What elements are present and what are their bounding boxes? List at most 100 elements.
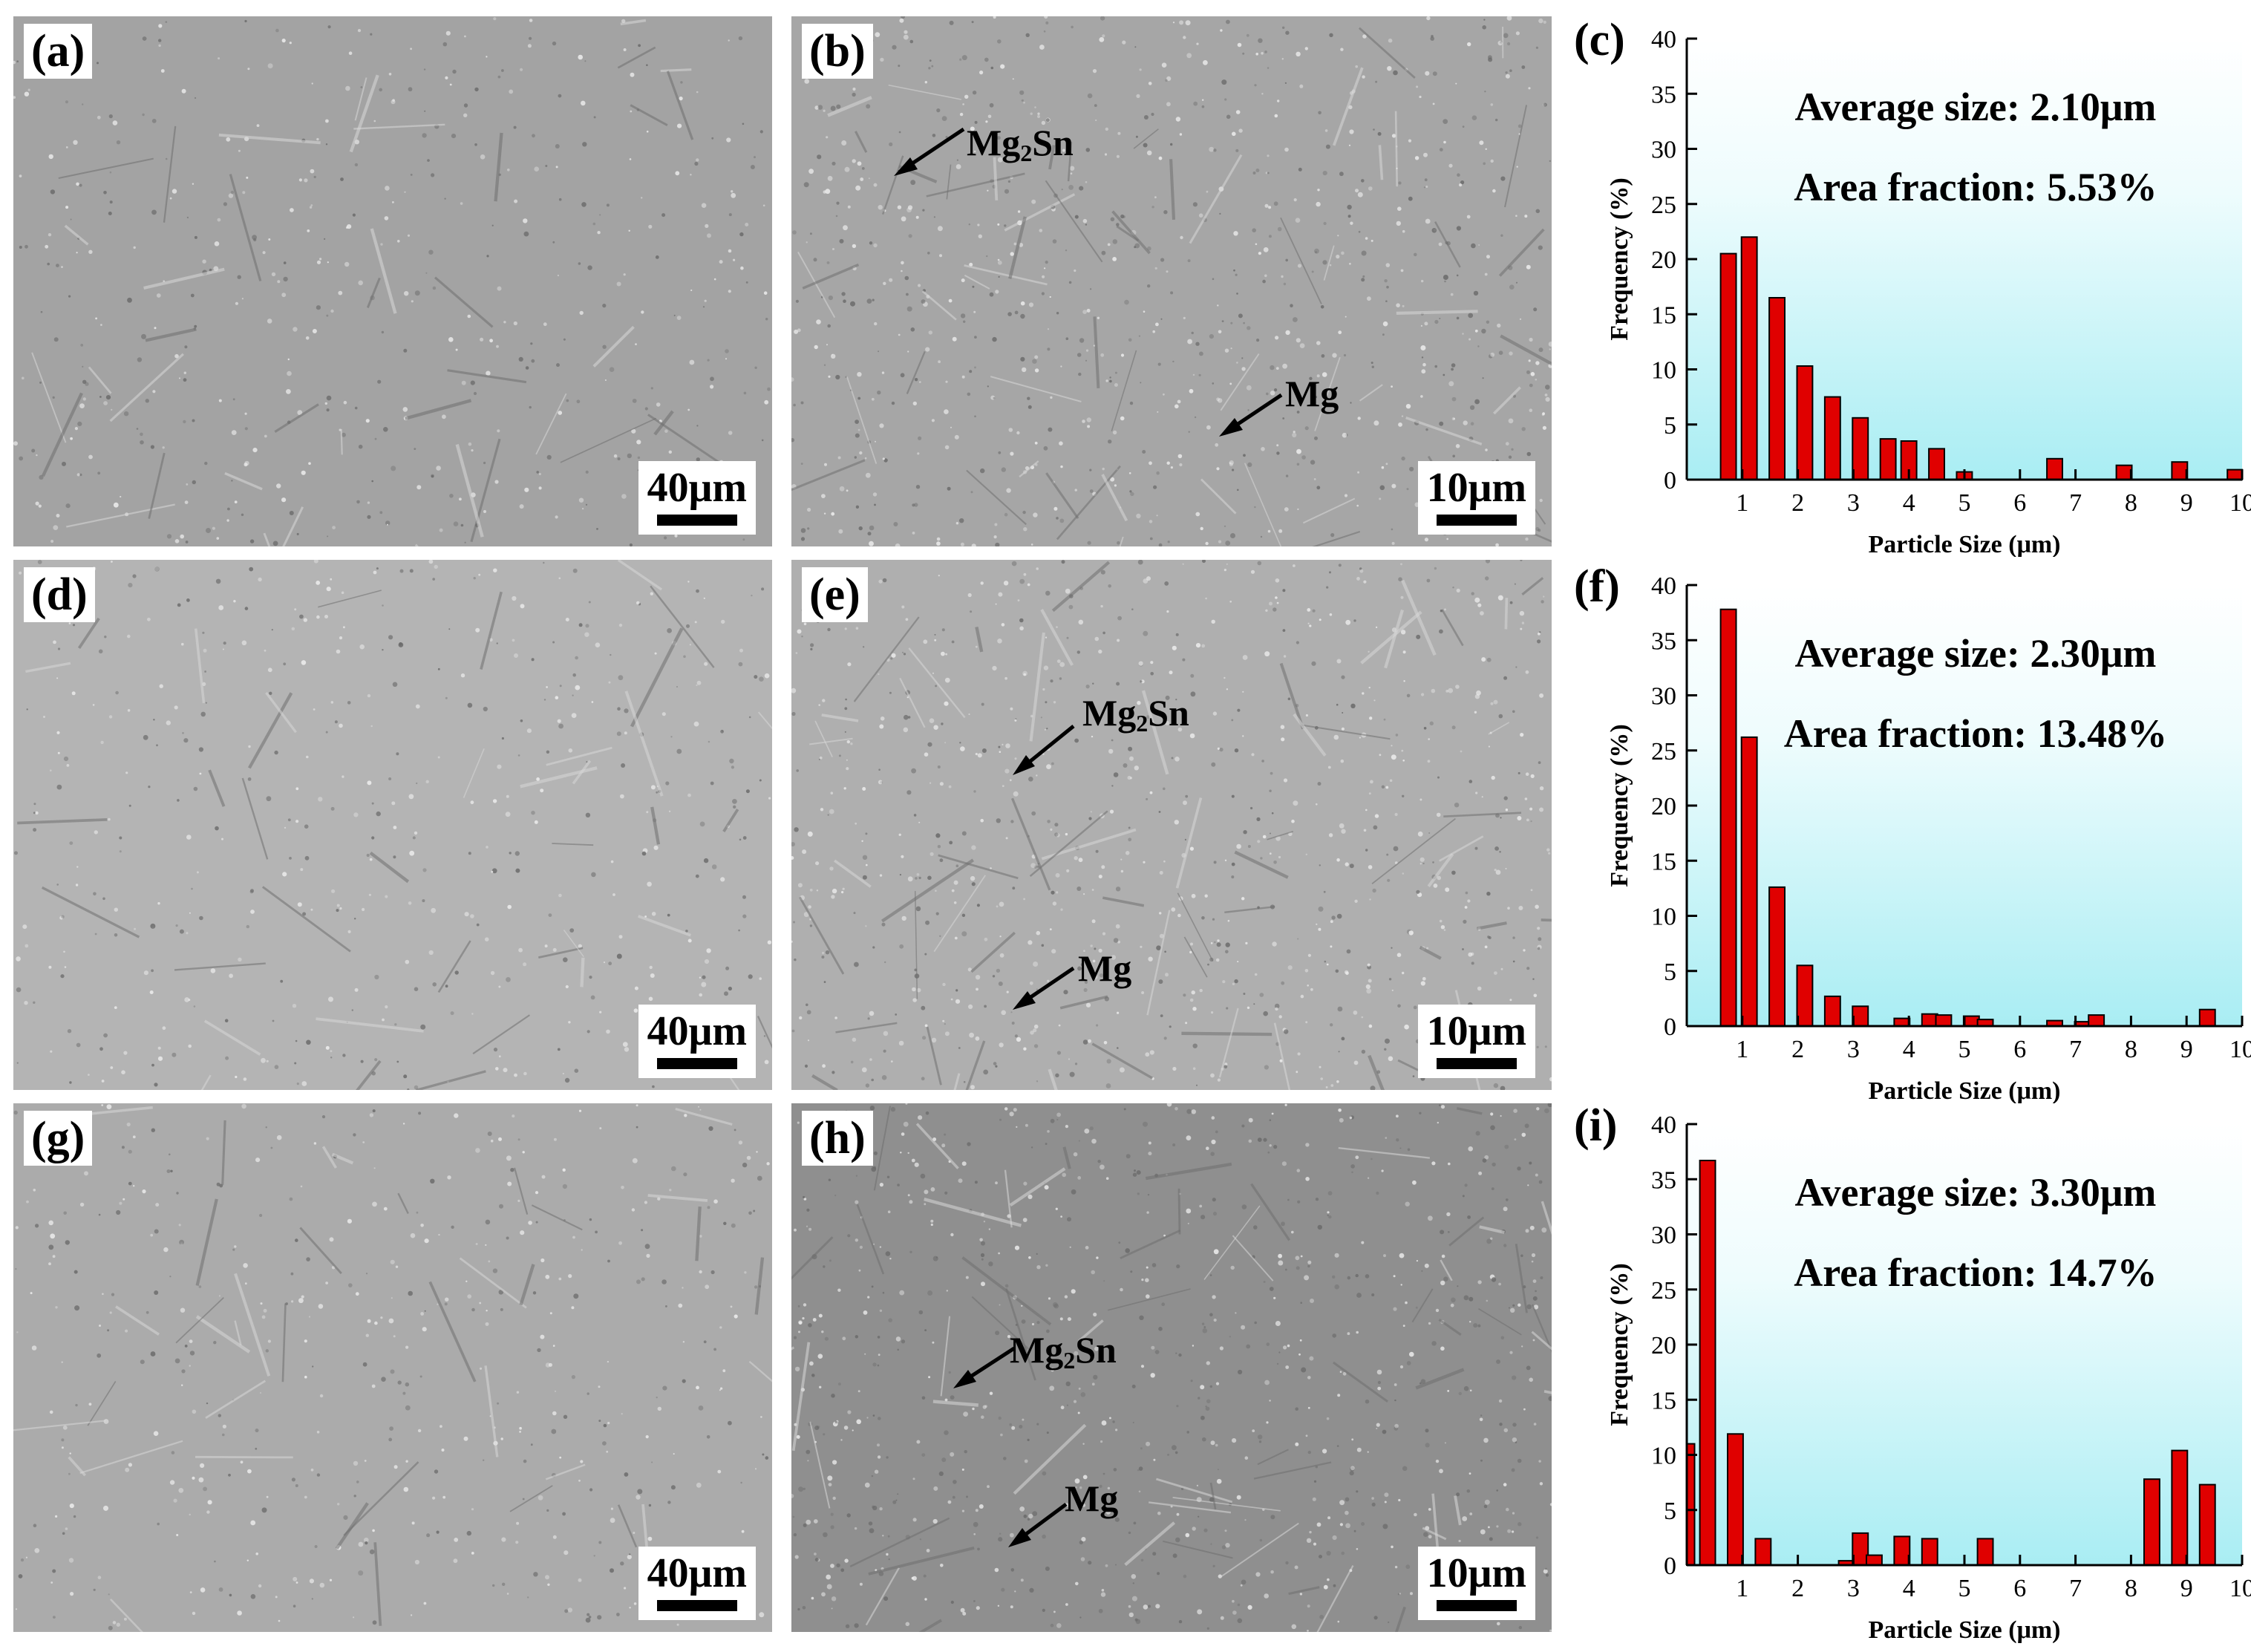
micrograph-h: (h) Mg2Sn Mg 10μm <box>791 1103 1552 1632</box>
histogram-bar <box>1852 1006 1868 1026</box>
y-axis-title: Frequency (%) <box>1606 724 1633 887</box>
histogram-bar <box>1894 1019 1909 1026</box>
x-tick-label: 5 <box>1958 1575 1971 1602</box>
scale-bar-line-d <box>657 1058 737 1069</box>
x-tick-label: 10 <box>2229 1575 2251 1602</box>
x-tick-label: 2 <box>1791 1575 1804 1602</box>
histogram-bar <box>1825 397 1840 480</box>
y-tick-label: 0 <box>1664 1553 1676 1580</box>
histogram-bar <box>1825 996 1840 1026</box>
histogram-bar <box>2172 1451 2187 1565</box>
y-tick-label: 10 <box>1651 904 1676 931</box>
y-axis-title: Frequency (%) <box>1606 177 1633 340</box>
label-mg2sn-b: Mg2Sn <box>967 122 1074 174</box>
micrograph-d: (d) 40μm <box>13 560 772 1090</box>
histogram-bar <box>1881 439 1896 480</box>
y-axis-title: Frequency (%) <box>1606 1263 1633 1426</box>
y-tick-label: 15 <box>1651 301 1676 329</box>
y-tick-label: 10 <box>1651 1443 1676 1470</box>
label-mg2sn-h: Mg2Sn <box>1010 1329 1117 1381</box>
x-tick-label: 7 <box>2069 489 2082 517</box>
scale-bar-line-g <box>657 1600 737 1611</box>
y-tick-label: 5 <box>1664 412 1676 440</box>
micrograph-b: (b) Mg2Sn Mg 10μm <box>791 16 1552 546</box>
histogram-bar <box>1922 1538 1938 1565</box>
chart-annotation: Average size: 2.10μm <box>1794 85 2156 129</box>
y-tick-label: 35 <box>1651 81 1676 108</box>
scale-bar-g: 40μm <box>638 1547 756 1620</box>
x-tick-label: 5 <box>1958 489 1971 517</box>
y-tick-label: 40 <box>1651 1111 1676 1139</box>
x-tick-label: 1 <box>1736 1036 1748 1063</box>
x-tick-label: 3 <box>1847 489 1860 517</box>
x-tick-label: 2 <box>1791 1036 1804 1063</box>
histogram-bar <box>1797 965 1813 1026</box>
y-tick-label: 10 <box>1651 357 1676 385</box>
micrograph-e: (e) Mg2Sn Mg 10μm <box>791 560 1552 1090</box>
x-tick-label: 1 <box>1736 489 1748 517</box>
chart-annotation: Area fraction: 13.48% <box>1784 711 2167 756</box>
histogram-bar <box>2047 459 2062 480</box>
micrograph-a: (a) 40μm <box>13 16 772 546</box>
chart-panel-label: (c) <box>1574 15 1625 65</box>
scale-bar-line-h <box>1437 1600 1517 1611</box>
chart-annotation: Average size: 2.30μm <box>1794 631 2156 676</box>
histogram-bar <box>2144 1479 2160 1565</box>
scale-bar-text-d: 40μm <box>647 1009 747 1054</box>
chart-annotation: Area fraction: 14.7% <box>1794 1250 2157 1295</box>
y-tick-label: 35 <box>1651 627 1676 655</box>
y-tick-label: 20 <box>1651 1332 1676 1359</box>
x-tick-label: 5 <box>1958 1036 1971 1063</box>
x-axis-title: Particle Size (μm) <box>1868 1616 2060 1644</box>
chart-panel-label: (f) <box>1574 561 1620 612</box>
histogram-bar <box>1721 254 1737 480</box>
y-tick-label: 0 <box>1664 467 1676 494</box>
y-tick-label: 40 <box>1651 26 1676 53</box>
label-mg-h: Mg <box>1065 1478 1118 1519</box>
y-tick-label: 30 <box>1651 683 1676 711</box>
x-tick-label: 1 <box>1736 1575 1748 1602</box>
x-tick-label: 6 <box>2013 489 2026 517</box>
histogram-bar <box>2117 466 2132 480</box>
histogram-bar <box>1797 366 1813 480</box>
scale-bar-text-b: 10μm <box>1427 466 1526 510</box>
histogram-bar <box>1929 448 1944 480</box>
y-tick-label: 25 <box>1651 738 1676 765</box>
x-tick-label: 2 <box>1791 489 1804 517</box>
label-mg-e: Mg <box>1078 947 1131 989</box>
x-tick-label: 9 <box>2180 1036 2193 1063</box>
histogram-bar <box>1978 1538 1993 1565</box>
y-tick-label: 0 <box>1664 1013 1676 1041</box>
label-mg-b: Mg <box>1285 373 1339 414</box>
x-tick-label: 9 <box>2180 489 2193 517</box>
y-tick-label: 35 <box>1651 1166 1676 1194</box>
panel-label-d: (d) <box>24 567 95 622</box>
y-tick-label: 20 <box>1651 793 1676 820</box>
histogram-bar <box>1721 610 1737 1026</box>
histogram-bar <box>1894 1536 1909 1565</box>
chart-annotation: Average size: 3.30μm <box>1794 1170 2156 1215</box>
histogram-bar <box>1769 298 1785 480</box>
y-tick-label: 5 <box>1664 1498 1676 1525</box>
y-tick-label: 20 <box>1651 247 1676 274</box>
histogram-bar <box>1936 1015 1952 1026</box>
y-tick-label: 30 <box>1651 1222 1676 1250</box>
y-tick-label: 15 <box>1651 1387 1676 1414</box>
histogram-bar <box>1742 237 1757 480</box>
x-tick-label: 8 <box>2125 1575 2137 1602</box>
x-tick-label: 3 <box>1847 1575 1860 1602</box>
histogram-bar <box>2227 470 2242 480</box>
scale-bar-line-b <box>1437 515 1517 526</box>
x-tick-label: 9 <box>2180 1575 2193 1602</box>
histogram-bar <box>1742 737 1757 1026</box>
y-tick-label: 25 <box>1651 192 1676 219</box>
histogram-bar <box>1687 1444 1695 1565</box>
micrograph-g: (g) 40μm <box>13 1103 772 1632</box>
y-tick-label: 5 <box>1664 959 1676 986</box>
